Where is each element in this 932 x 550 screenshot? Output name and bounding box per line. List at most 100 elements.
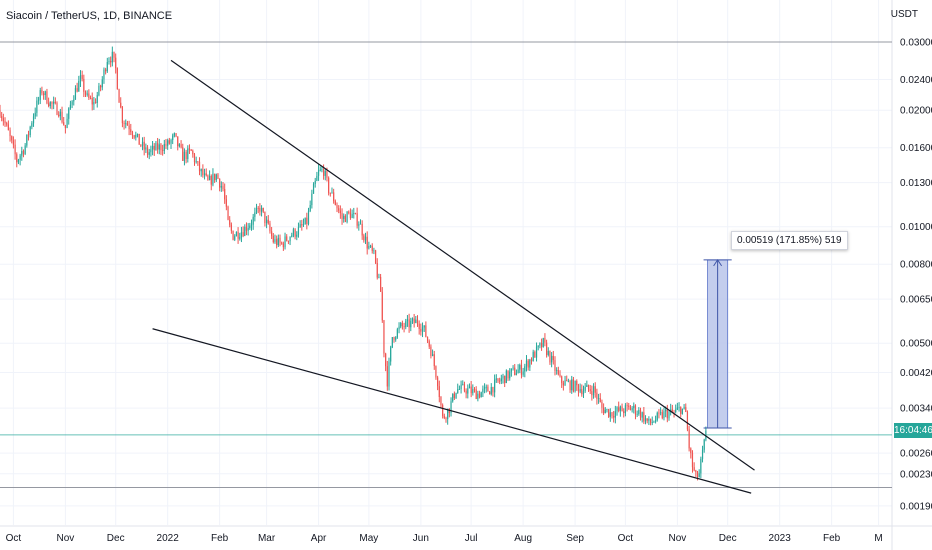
candle-body — [604, 409, 606, 414]
candle-body — [385, 353, 387, 367]
candle-body — [391, 337, 393, 348]
candle-body — [582, 390, 585, 395]
candle-body — [371, 245, 373, 251]
candle-body — [299, 224, 301, 228]
candle-body — [561, 376, 563, 383]
candle-body — [78, 81, 80, 92]
candle-body — [435, 366, 437, 378]
candle-body — [91, 98, 93, 105]
candle-body — [317, 170, 320, 176]
candle-body — [259, 208, 261, 212]
candle-body — [468, 386, 471, 389]
candle-body — [115, 57, 117, 69]
candle-body — [302, 224, 305, 226]
candle-body — [224, 189, 226, 200]
candle-body — [51, 102, 53, 104]
price-tick-label: 0.00190 — [900, 501, 932, 512]
candle-body — [73, 99, 75, 102]
candle-body — [163, 144, 165, 151]
candle-body — [688, 429, 690, 449]
candle-body — [364, 236, 367, 241]
candle-body — [36, 100, 38, 113]
time-axis[interactable]: Oct Nov Dec 2022 Feb Mar Apr May Jun Jul Aug Sep Oct… — [6, 533, 883, 544]
candle-body — [614, 411, 616, 418]
candle-body — [168, 140, 170, 144]
candle-body — [39, 90, 41, 100]
candle-body — [131, 132, 134, 136]
trend-lines[interactable] — [152, 59, 755, 494]
candle-body — [470, 386, 472, 394]
candle-body — [597, 398, 600, 399]
candle-body — [698, 473, 700, 477]
candle-body — [359, 223, 362, 225]
candle-body — [193, 154, 196, 163]
candle-body — [410, 321, 412, 328]
candle-body — [130, 129, 132, 133]
candle-body — [74, 88, 77, 100]
candle-body — [326, 170, 328, 178]
candle-body — [396, 329, 398, 338]
candle-body — [4, 121, 6, 124]
candle-body — [148, 152, 150, 155]
time-tick-label: Aug — [514, 533, 532, 544]
candle-body — [433, 354, 435, 367]
measure-tool[interactable] — [703, 258, 732, 429]
candle-body — [306, 217, 308, 225]
candle-body — [673, 412, 675, 413]
candle-body — [173, 133, 175, 136]
candle-body — [608, 409, 610, 417]
time-tick-label: M — [874, 533, 882, 544]
candle-body — [567, 381, 569, 382]
candle-body — [619, 406, 621, 411]
candle-body — [96, 95, 98, 103]
candle-body — [76, 88, 78, 92]
candle-body — [61, 111, 63, 123]
candle-body — [106, 62, 108, 72]
candle-body — [401, 323, 404, 327]
candle-body — [346, 211, 348, 222]
candle-body — [475, 389, 477, 400]
time-tick-label: Feb — [211, 533, 229, 544]
candle-body — [32, 116, 35, 124]
candle-body — [185, 151, 187, 160]
candle-body — [155, 143, 157, 151]
candle-body — [509, 371, 511, 379]
candle-body — [341, 213, 343, 219]
candle-body — [358, 224, 360, 226]
time-tick-label: Dec — [107, 533, 125, 544]
candle-body — [520, 364, 523, 375]
candle-body — [208, 175, 211, 181]
candle-body — [527, 360, 529, 368]
candle-body — [255, 207, 258, 213]
candle-body — [653, 421, 655, 423]
candle-body — [524, 366, 526, 372]
candle-body — [463, 384, 466, 391]
candle-body — [636, 413, 638, 415]
candle-body — [443, 415, 445, 418]
candle-body — [172, 135, 174, 140]
candle-body — [167, 140, 169, 146]
support-trendline — [152, 328, 752, 494]
candle-body — [416, 319, 419, 324]
candle-body — [307, 211, 310, 225]
candle-body — [311, 193, 313, 206]
candle-body — [373, 250, 375, 252]
candle-body — [83, 78, 85, 92]
candle-body — [198, 161, 201, 172]
candle-body — [9, 130, 11, 137]
candle-body — [430, 346, 432, 356]
chart-title: Siacoin / TetherUS, 1D, BINANCE — [6, 10, 173, 22]
candle-body — [453, 393, 455, 399]
candle-body — [264, 211, 266, 224]
candle-body — [232, 230, 234, 240]
time-tick-label: Jul — [465, 533, 478, 544]
candle-body — [58, 114, 60, 117]
candle-body — [529, 359, 531, 368]
candle-body — [110, 61, 112, 63]
candle-body — [354, 213, 357, 214]
